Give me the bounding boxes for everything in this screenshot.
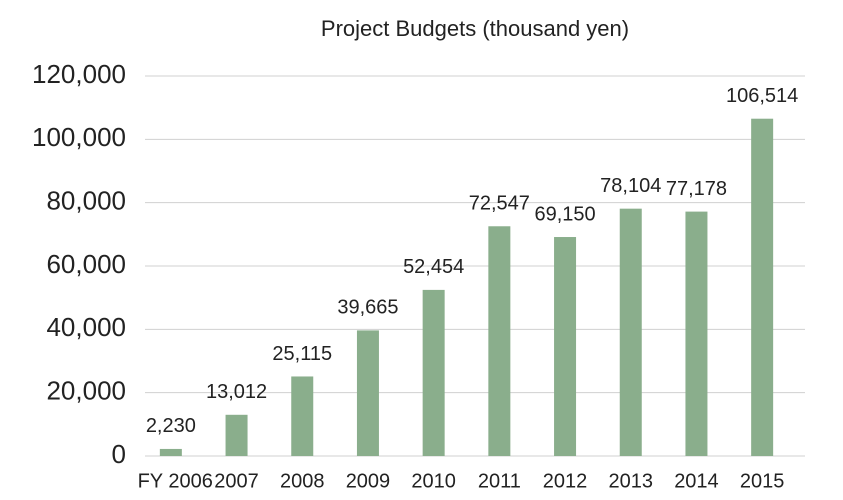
value-label: 77,178 — [666, 178, 727, 200]
y-tick-label: 120,000 — [32, 59, 126, 89]
y-tick-label: 100,000 — [32, 122, 126, 152]
value-label: 13,012 — [206, 381, 267, 403]
bar — [554, 237, 577, 456]
x-tick-label: 2014 — [674, 470, 719, 492]
value-label: 78,104 — [600, 175, 661, 197]
value-label: 25,115 — [272, 343, 332, 365]
value-label: 2,230 — [146, 415, 196, 437]
value-label: 39,665 — [337, 297, 398, 319]
x-tick-label: 2012 — [543, 470, 588, 492]
x-tick-label: 2008 — [280, 470, 325, 492]
bar — [356, 330, 379, 456]
y-tick-label: 0 — [112, 439, 126, 469]
value-label: 72,547 — [469, 193, 530, 215]
x-tick-label: 2009 — [346, 470, 391, 492]
value-label: 52,454 — [403, 256, 464, 278]
chart-title: Project Budgets (thousand yen) — [321, 16, 629, 41]
value-label: 69,150 — [534, 203, 595, 225]
bar — [225, 414, 248, 456]
bar — [619, 208, 642, 456]
x-tick-label: FY 2006 — [138, 470, 213, 492]
y-tick-label: 60,000 — [46, 249, 126, 279]
bar — [685, 211, 708, 456]
x-tick-label: 2013 — [609, 470, 654, 492]
bar — [422, 289, 445, 456]
bar — [291, 376, 314, 456]
value-label: 106,514 — [726, 85, 798, 107]
y-tick-label: 80,000 — [46, 186, 126, 216]
y-tick-label: 40,000 — [46, 312, 126, 342]
bar — [488, 226, 511, 456]
x-tick-label: 2015 — [740, 470, 785, 492]
x-tick-label: 2011 — [478, 470, 521, 492]
y-tick-label: 20,000 — [46, 376, 126, 406]
x-tick-label: 2010 — [411, 470, 456, 492]
x-tick-label: 2007 — [214, 470, 259, 492]
bar — [751, 118, 774, 457]
bar — [159, 448, 182, 456]
